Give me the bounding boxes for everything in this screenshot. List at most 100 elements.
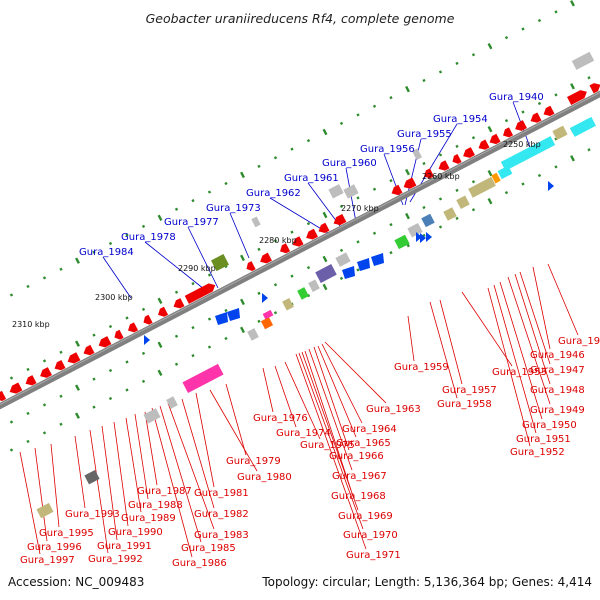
lower-gene-label: Gura_1996 bbox=[27, 542, 82, 553]
inner-tick-row-tick bbox=[240, 326, 245, 334]
gene-arrow bbox=[9, 382, 23, 394]
outer-tick-row-tick bbox=[405, 85, 410, 93]
lower-gene-label: Gura_1949 bbox=[530, 405, 585, 416]
dark-feature bbox=[84, 469, 100, 485]
outer-tick-row-tick bbox=[306, 138, 311, 143]
inner-tick-row-tick bbox=[59, 422, 63, 426]
summary-text: Topology: circular; Length: 5,136,364 bp… bbox=[261, 575, 592, 589]
green-feature bbox=[297, 287, 309, 300]
olive-feature bbox=[282, 297, 294, 311]
magenta-feature bbox=[262, 309, 274, 320]
inner-tick-row-tick bbox=[273, 311, 278, 315]
olive-feature bbox=[443, 207, 457, 221]
blue-marker bbox=[548, 181, 554, 191]
outer-tick-row-tick bbox=[257, 164, 261, 168]
olive-green-feature bbox=[211, 254, 229, 272]
gray-feature bbox=[335, 252, 351, 267]
lower-gene-label: Gura_1975 bbox=[300, 440, 355, 451]
upper-tick-row-tick bbox=[141, 307, 146, 311]
inner-tick-row-tick bbox=[125, 388, 129, 392]
lower-gene-label: Gura_1957 bbox=[442, 385, 497, 396]
lower-gene-label: Gura_1990 bbox=[108, 527, 163, 538]
upper-tick-row-tick bbox=[422, 161, 426, 166]
blue-marker bbox=[144, 335, 150, 345]
lower-gene-label: Gura_1964 bbox=[342, 424, 397, 435]
gene-arrow bbox=[478, 139, 490, 150]
gene-arrow bbox=[503, 127, 514, 138]
lower-tick-row-tick bbox=[455, 188, 459, 192]
lower-tick-row-tick bbox=[59, 394, 63, 398]
lower-leader-line bbox=[507, 276, 551, 405]
lower-gene-label: Gura_1987 bbox=[137, 486, 192, 497]
lower-leader-line bbox=[493, 284, 537, 434]
inner-tick-row-tick bbox=[42, 431, 47, 435]
upper-tick-row-tick bbox=[537, 101, 542, 106]
upper-tick-row-tick bbox=[554, 93, 558, 97]
lower-tick-row-tick bbox=[108, 368, 113, 373]
blue-gene bbox=[215, 312, 228, 325]
gene-arrow bbox=[306, 228, 318, 240]
inner-tick-row-tick bbox=[157, 369, 163, 377]
upper-gene-label: Gura_1978 bbox=[121, 232, 176, 243]
lower-gene-label: Gura_1979 bbox=[226, 456, 281, 467]
lower-leader-line bbox=[181, 398, 215, 509]
lower-gene-label: Gura_1950 bbox=[522, 420, 577, 431]
inner-tick-row-tick bbox=[587, 148, 591, 152]
inner-tick-row-tick bbox=[75, 412, 80, 419]
upper-tick-row-tick bbox=[9, 376, 14, 380]
scale-label: 2270 kbp bbox=[341, 204, 379, 213]
scale-label: 2290 kbp bbox=[178, 264, 216, 273]
lower-tick-row-tick bbox=[141, 351, 146, 355]
backbone-line bbox=[0, 90, 600, 410]
gene-arrow bbox=[67, 352, 81, 364]
lower-tick-row-tick bbox=[405, 212, 410, 220]
upper-tick-row-tick bbox=[174, 290, 179, 294]
lower-gene-label: Gura_1966 bbox=[329, 451, 384, 462]
upper-tick-row-tick bbox=[356, 196, 360, 200]
outer-tick-row-tick bbox=[191, 199, 195, 203]
gene-arrow bbox=[403, 177, 417, 189]
olive-feature bbox=[552, 125, 568, 141]
lower-tick-row-tick bbox=[339, 248, 344, 253]
cyan-feature bbox=[500, 136, 556, 171]
gene-arrow bbox=[423, 168, 435, 179]
gray-feature bbox=[571, 51, 595, 70]
upper-leader-line bbox=[144, 241, 210, 294]
outer-tick-row-tick bbox=[108, 241, 113, 246]
lower-tick-row-tick bbox=[26, 411, 30, 416]
lower-leader-line bbox=[262, 367, 274, 413]
upper-tick-row-tick bbox=[240, 254, 245, 262]
lower-gene-label: Gura_1958 bbox=[437, 399, 492, 410]
inner-tick-row-tick bbox=[570, 155, 575, 162]
lower-gene-label: Gura_1982 bbox=[194, 509, 249, 520]
lower-leader-line bbox=[321, 343, 363, 424]
outer-tick-row-tick bbox=[570, 0, 575, 7]
gene-arrow bbox=[391, 184, 403, 196]
lower-tick-row-tick bbox=[224, 308, 228, 313]
inner-tick-row-tick bbox=[257, 319, 261, 323]
lower-tick-row-tick bbox=[290, 274, 294, 278]
lower-gene-label: Gura_1976 bbox=[253, 413, 308, 424]
gene-arrow bbox=[143, 314, 153, 325]
lower-gene-label: Gura_1967 bbox=[332, 471, 387, 482]
upper-gene-label: Gura_1960 bbox=[322, 158, 377, 169]
gene-arrow bbox=[184, 283, 216, 304]
outer-tick-row-tick bbox=[224, 181, 228, 186]
gene-arrow bbox=[292, 236, 304, 247]
lower-gene-label: Gura_1974 bbox=[276, 428, 331, 439]
inner-tick-row-tick bbox=[108, 396, 113, 401]
orange-feature bbox=[260, 317, 274, 330]
lower-leader-line bbox=[113, 421, 129, 527]
outer-tick-row-tick bbox=[42, 276, 47, 280]
lower-leader-line bbox=[284, 361, 321, 440]
upper-gene-label: Gura_1962 bbox=[246, 188, 301, 199]
lower-gene-label: Gura_1947 bbox=[530, 365, 585, 376]
outer-tick-row-tick bbox=[372, 104, 377, 108]
lower-leader-line bbox=[308, 348, 353, 471]
lower-gene-label: Gura_1981 bbox=[194, 488, 249, 499]
upper-tick-row-tick bbox=[372, 187, 377, 191]
blue-marker bbox=[262, 293, 268, 303]
lower-gene-label: Gura_1983 bbox=[194, 530, 249, 541]
upper-tick-row-tick bbox=[471, 136, 476, 140]
